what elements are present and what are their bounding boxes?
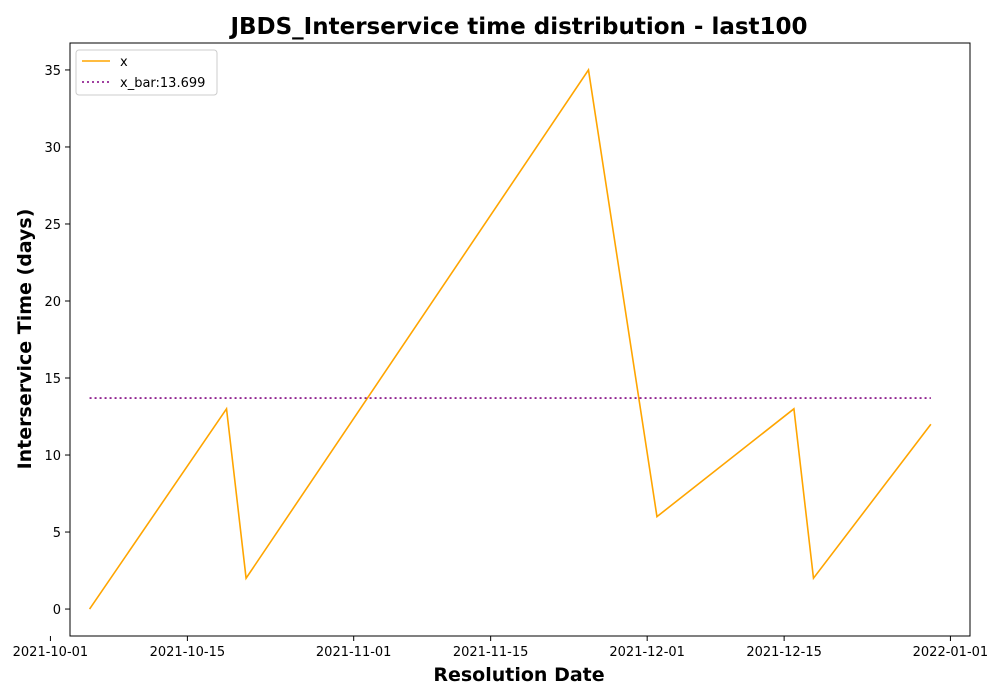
- x-tick-label: 2021-10-15: [150, 645, 226, 660]
- legend-entry-label: x_bar:13.699: [120, 76, 205, 91]
- y-axis: 0 5 10 15 20 25 30 35: [44, 64, 70, 618]
- y-tick-label: 25: [44, 218, 61, 233]
- y-tick-label: 20: [44, 295, 61, 310]
- x-tick-label: 2021-12-15: [746, 645, 822, 660]
- x-tick-label: 2021-12-01: [609, 645, 685, 660]
- series-layer: [88, 67, 932, 610]
- x-tick-label: 2021-11-01: [316, 645, 392, 660]
- chart-title: JBDS_Interservice time distribution - la…: [228, 14, 807, 40]
- x-tick-label: 2021-11-15: [453, 645, 529, 660]
- plot-area: [69, 42, 971, 637]
- series-line-x: [88, 67, 932, 610]
- x-tick-label: 2022-01-01: [913, 645, 989, 660]
- x-axis-label: Resolution Date: [433, 664, 604, 686]
- plot-frame: [69, 42, 971, 637]
- y-tick-label: 15: [44, 372, 61, 387]
- y-tick-label: 5: [53, 526, 61, 541]
- legend-box: [75, 49, 218, 96]
- x-tick-label: 2021-10-01: [13, 645, 89, 660]
- legend: x x_bar:13.699: [75, 49, 218, 96]
- y-tick-label: 30: [44, 141, 61, 156]
- y-tick-label: 10: [44, 449, 61, 464]
- y-tick-label: 0: [53, 603, 61, 618]
- legend-entry-label: x: [120, 55, 128, 70]
- y-axis-label: Interservice Time (days): [14, 209, 36, 470]
- y-tick-label: 35: [44, 64, 61, 79]
- x-axis: 2021-10-01 2021-10-15 2021-11-01 2021-11-15…: [13, 636, 989, 660]
